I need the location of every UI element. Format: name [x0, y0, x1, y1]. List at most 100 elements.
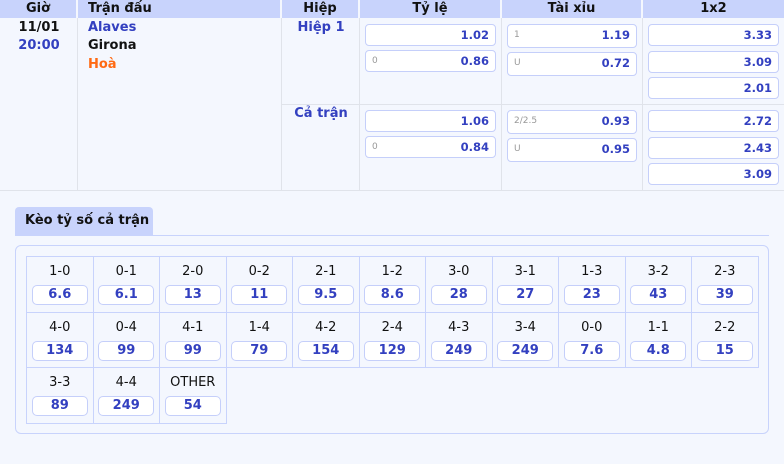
- tab-underline: [15, 235, 769, 236]
- score-odds-button[interactable]: 54: [164, 396, 221, 416]
- score-cell: 3-4 249: [491, 311, 559, 368]
- overunder-odds: 0.72: [601, 56, 630, 70]
- tab-correct-score[interactable]: Kèo tỷ số cả trận: [15, 207, 153, 235]
- score-odds-button[interactable]: 99: [98, 340, 155, 361]
- score-odds-button[interactable]: 23: [563, 285, 620, 305]
- 1x2-odds: 3.09: [743, 54, 772, 69]
- handicap-line: 0: [372, 142, 378, 152]
- header-handicap: Tỷ lệ: [360, 0, 502, 18]
- score-label: 3-4: [514, 319, 536, 335]
- score-odds-button[interactable]: 249: [430, 340, 487, 361]
- score-row: 4-0 134 0-4 99 4-1 99 1-4 79 4-2 154 2-4 129 4-3 249 3…: [26, 311, 759, 368]
- handicap-odds: 1.02: [460, 28, 489, 42]
- score-odds-button[interactable]: 129: [364, 340, 421, 361]
- handicap-odds-button[interactable]: 0 0.84: [365, 136, 496, 158]
- 1x2-odds: 2.43: [743, 140, 772, 155]
- empty-cell: [559, 368, 626, 424]
- 1x2-odds-button[interactable]: 2.43: [648, 136, 779, 159]
- score-odds-button[interactable]: 39: [696, 285, 753, 305]
- score-odds-button[interactable]: 27: [497, 285, 554, 305]
- home-team[interactable]: Alaves: [88, 20, 137, 35]
- score-odds-button[interactable]: 11: [231, 285, 288, 305]
- score-odds-button[interactable]: 6.1: [98, 285, 155, 305]
- score-cell: 3-1 27: [491, 256, 559, 313]
- score-cell: 3-3 89: [26, 367, 94, 424]
- handicap-odds: 0.84: [460, 140, 489, 154]
- header-time: Giờ: [0, 0, 78, 18]
- score-odds-button[interactable]: 79: [231, 340, 288, 361]
- empty-cell: [492, 368, 559, 424]
- score-odds-button[interactable]: 43: [630, 285, 687, 305]
- row-divider: [282, 104, 784, 105]
- score-odds-button[interactable]: 154: [297, 340, 354, 361]
- score-label: 3-1: [514, 264, 536, 279]
- handicap-odds: 1.06: [460, 114, 489, 128]
- 1x2-odds: 2.01: [743, 81, 772, 95]
- 1x2-odds-button[interactable]: 2.01: [648, 77, 779, 99]
- empty-cell: [692, 368, 759, 424]
- score-odds-button[interactable]: 4.8: [630, 340, 687, 361]
- score-cell: 0-0 7.6: [558, 311, 626, 368]
- score-cell: 2-1 9.5: [292, 256, 360, 313]
- score-odds-button[interactable]: 9.5: [297, 285, 354, 305]
- score-label: 2-4: [381, 319, 403, 335]
- score-cell: 0-1 6.1: [92, 256, 160, 313]
- score-odds-button[interactable]: 134: [31, 340, 88, 361]
- match-date: 11/01: [18, 20, 60, 35]
- empty-cell: [625, 368, 692, 424]
- header-half: Hiệp: [282, 0, 360, 18]
- score-cell: 2-4 129: [358, 311, 426, 368]
- score-odds-button[interactable]: 28: [430, 285, 487, 305]
- score-odds-button[interactable]: 6.6: [31, 285, 88, 305]
- empty-cell: [226, 368, 293, 424]
- away-team[interactable]: Girona: [88, 38, 137, 53]
- score-cell: 2-2 15: [691, 311, 759, 368]
- correct-score-panel: [15, 245, 769, 434]
- score-label: 2-2: [714, 319, 736, 335]
- handicap-odds-button[interactable]: 1.06: [365, 110, 496, 132]
- score-cell: 1-2 8.6: [358, 256, 426, 313]
- score-cell: 3-0 28: [425, 256, 493, 313]
- table-bottom-border: [0, 190, 784, 191]
- score-odds-button[interactable]: 249: [497, 340, 554, 361]
- table-header: Giờ Trận đấu Hiệp Tỷ lệ Tài xỉu 1x2: [0, 0, 784, 18]
- handicap-line: 0: [372, 56, 378, 66]
- score-label: 3-3: [49, 375, 71, 390]
- score-label: 0-4: [115, 319, 137, 335]
- 1x2-odds-button[interactable]: 3.33: [648, 24, 779, 46]
- overunder-odds: 0.95: [601, 142, 630, 156]
- score-odds-button[interactable]: 7.6: [563, 340, 620, 361]
- handicap-odds-button[interactable]: 0 0.86: [365, 50, 496, 72]
- handicap-odds: 0.86: [460, 54, 489, 68]
- 1x2-odds-button[interactable]: 3.09: [648, 50, 779, 73]
- empty-cell: [359, 368, 426, 424]
- score-cell: 1-3 23: [558, 256, 626, 313]
- score-cell: 2-0 13: [159, 256, 227, 313]
- score-label: 4-0: [49, 319, 71, 335]
- match-column: [78, 18, 282, 190]
- 1x2-odds-button[interactable]: 3.09: [648, 163, 779, 185]
- correct-score-grid: 1-0 6.6 0-1 6.1 2-0 13 0-2 11 2-1 9.5 1-2 8.6 3-0 28 3…: [26, 256, 759, 424]
- score-odds-button[interactable]: 8.6: [364, 285, 421, 305]
- score-label: 4-3: [448, 319, 470, 335]
- handicap-odds-button[interactable]: 1.02: [365, 24, 496, 46]
- score-odds-button[interactable]: 13: [164, 285, 221, 305]
- draw-label: Hoà: [88, 57, 117, 72]
- score-label: 1-3: [581, 264, 603, 279]
- score-odds-button[interactable]: 89: [31, 396, 88, 416]
- score-odds-button[interactable]: 15: [696, 340, 753, 361]
- score-label: 3-2: [647, 264, 669, 279]
- score-odds-button[interactable]: 99: [164, 340, 221, 361]
- score-cell: OTHER 54: [159, 367, 227, 424]
- score-odds-button[interactable]: 249: [98, 396, 155, 416]
- score-label: 0-1: [115, 264, 137, 279]
- score-row: 1-0 6.6 0-1 6.1 2-0 13 0-2 11 2-1 9.5 1-2 8.6 3-0 28 3…: [26, 256, 759, 313]
- 1x2-odds-button[interactable]: 2.72: [648, 110, 779, 132]
- header-overunder: Tài xỉu: [502, 0, 643, 18]
- score-cell: 4-3 249: [425, 311, 493, 368]
- overunder-odds-button[interactable]: 1 1.19: [507, 24, 637, 48]
- overunder-odds-button[interactable]: U 0.95: [507, 138, 637, 162]
- overunder-odds-button[interactable]: U 0.72: [507, 52, 637, 76]
- overunder-odds-button[interactable]: 2/2.5 0.93: [507, 110, 637, 134]
- score-cell: 4-2 154: [292, 311, 360, 368]
